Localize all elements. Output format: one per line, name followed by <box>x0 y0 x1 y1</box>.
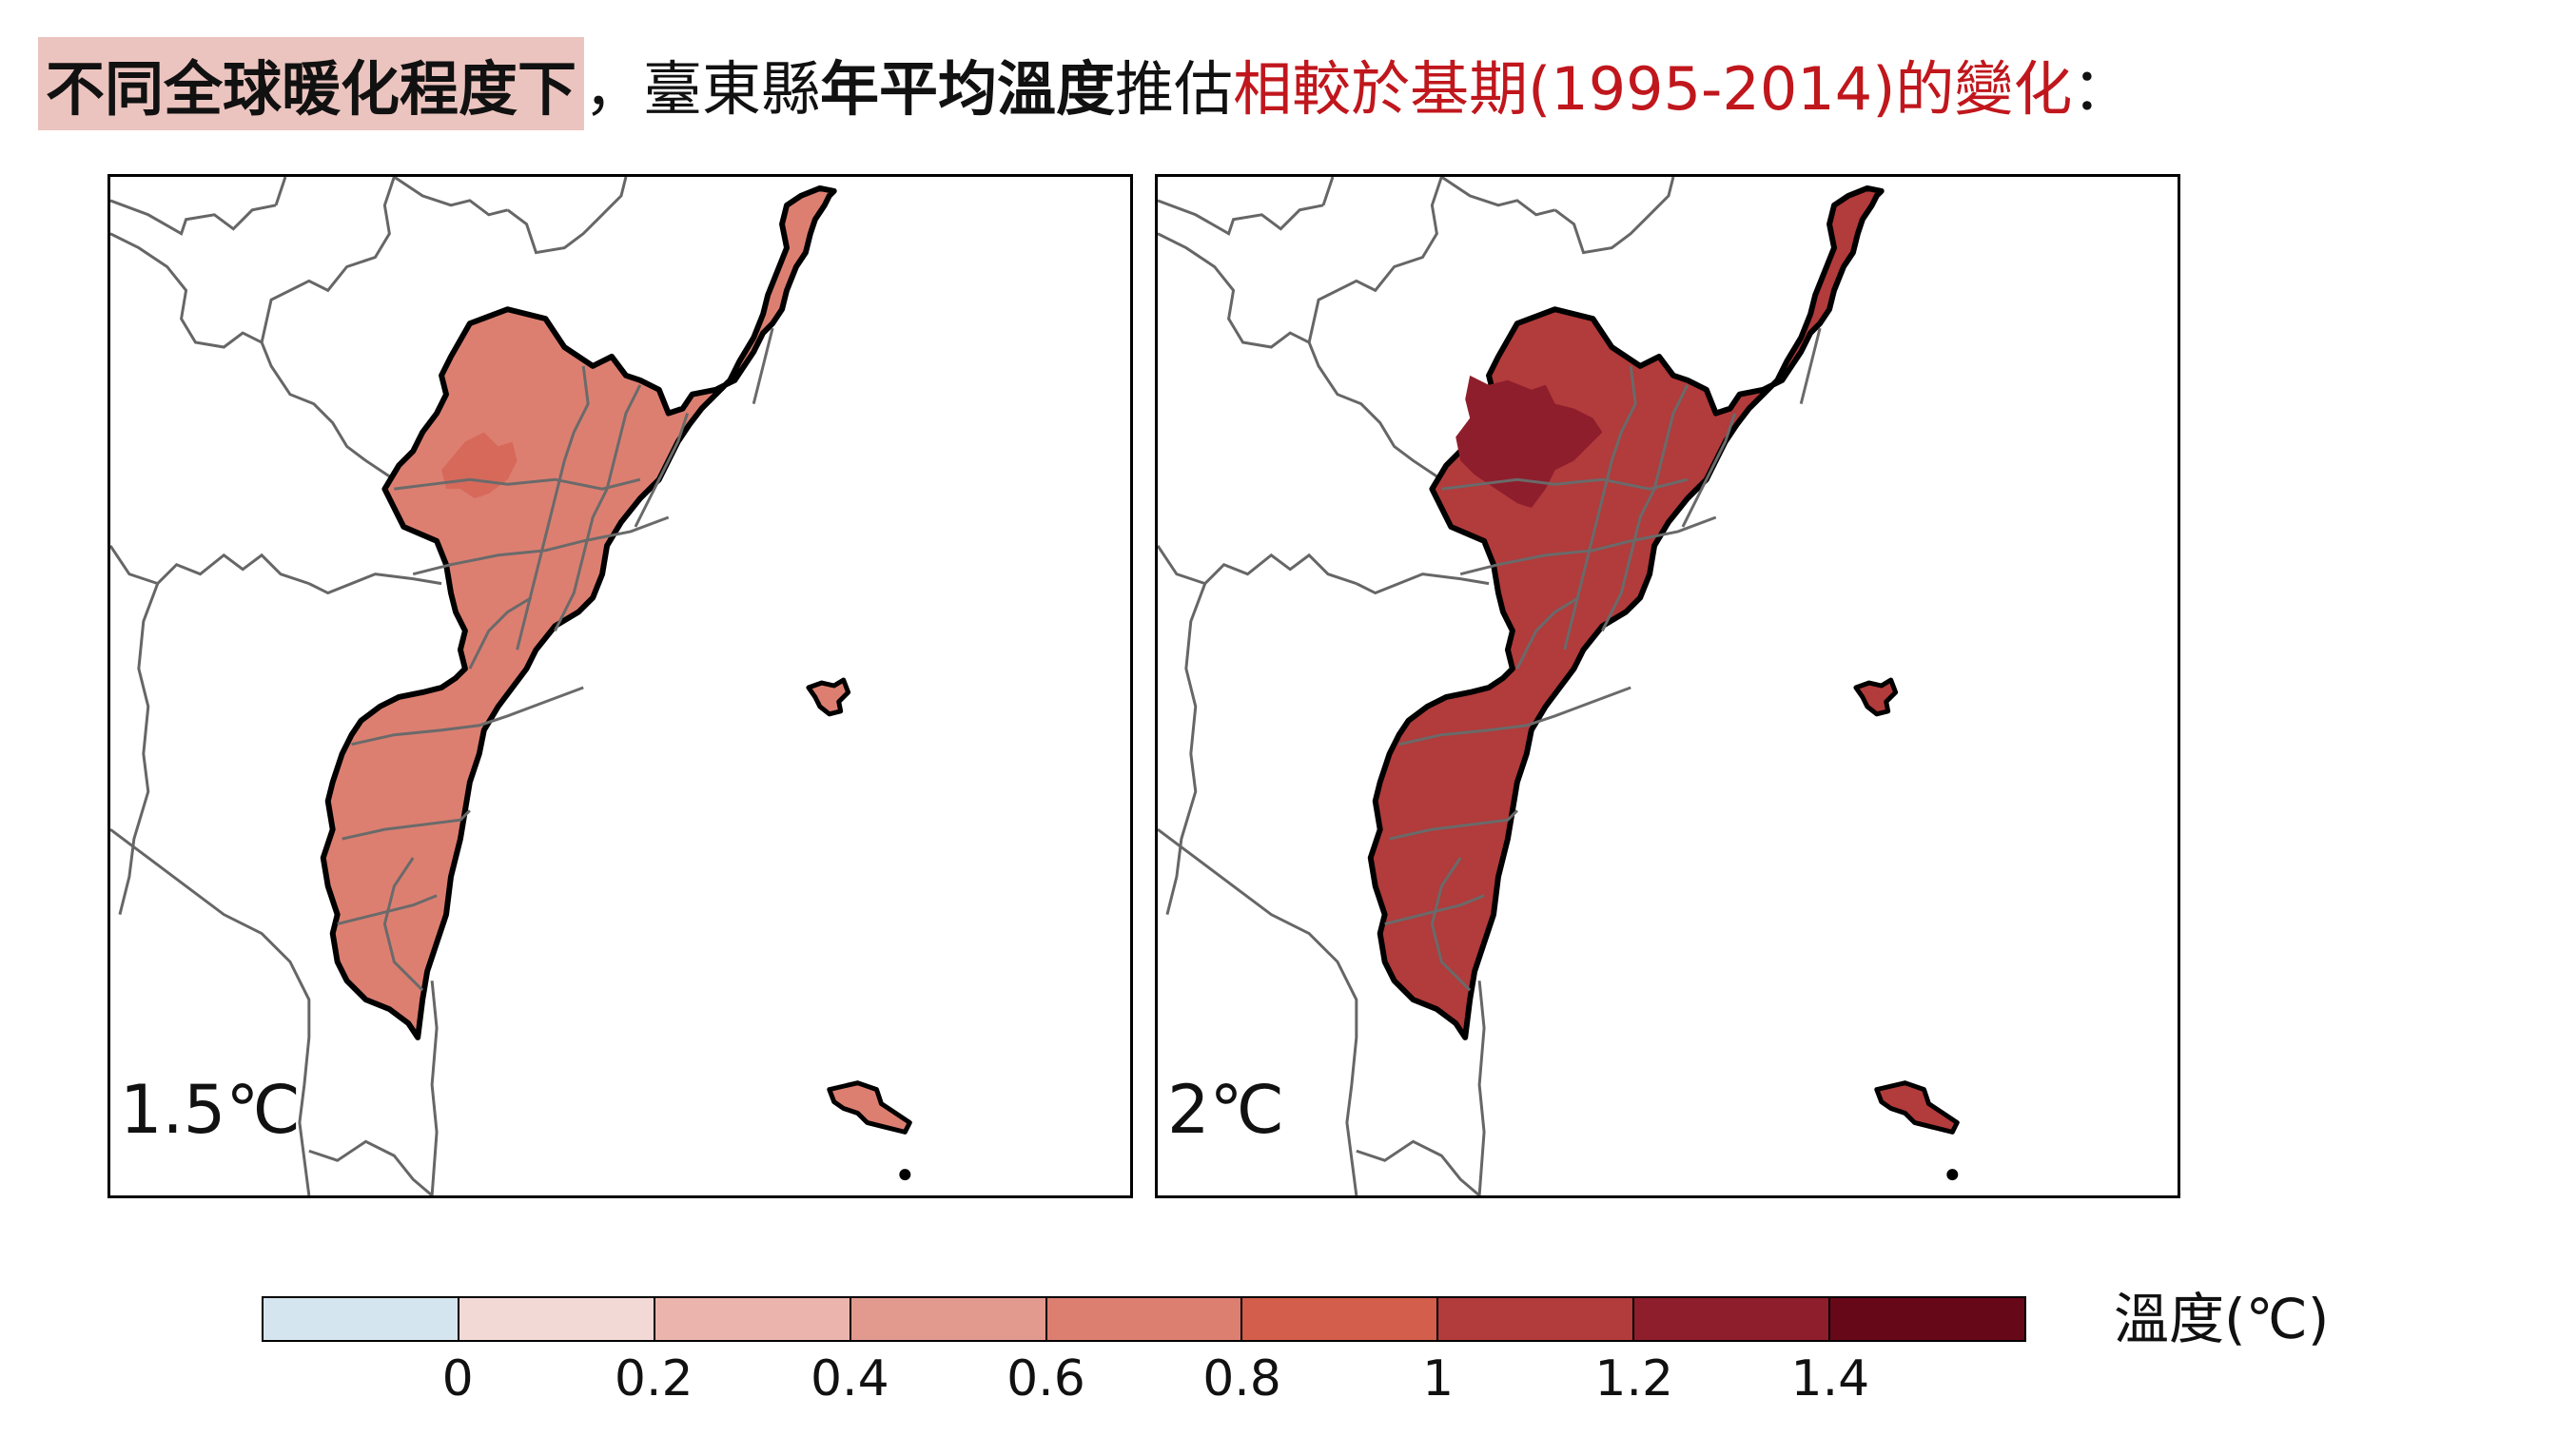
colorbar-tick-label: 1.2 <box>1594 1350 1674 1407</box>
colorbar-unit-label: 溫度(℃) <box>2114 1287 2330 1351</box>
orchid-island-2 <box>1874 1080 1960 1181</box>
colorbar-segment <box>1438 1298 1635 1340</box>
map-1-svg <box>110 177 912 1195</box>
colorbar-tick-label: 0.8 <box>1202 1350 1281 1407</box>
title-part1: ，臺東縣 <box>584 54 821 124</box>
panel-label-2: 2℃ <box>1167 1071 1285 1149</box>
orchid-island-1 <box>827 1080 912 1181</box>
colorbar-tick-label: 1 <box>1422 1350 1455 1407</box>
colorbar-tick-label: 0.4 <box>810 1350 889 1407</box>
taitung-county-shape-1 <box>320 184 837 1040</box>
colorbar <box>262 1296 2026 1342</box>
colorbar-segment <box>1634 1298 1831 1340</box>
colorbar-segment <box>1242 1298 1439 1340</box>
colorbar-tick-label: 0.2 <box>614 1350 693 1407</box>
map-2-svg <box>1158 177 1960 1195</box>
colorbar-segment <box>654 1298 851 1340</box>
colorbar-segment <box>850 1298 1047 1340</box>
colorbar-tick-label: 0 <box>441 1350 474 1407</box>
title-highlight: 不同全球暖化程度下 <box>38 37 585 130</box>
green-island-1 <box>806 677 851 717</box>
taitung-county-shape-2 <box>1367 184 1885 1040</box>
map-panel-2: 2℃ <box>1155 174 2180 1198</box>
title-red: 相較於基期(1995-2014)的變化 <box>1233 54 2073 124</box>
map-panel-1: 1.5℃ <box>107 174 1133 1198</box>
colorbar-segment <box>264 1298 459 1340</box>
colorbar-tick-label: 1.4 <box>1790 1350 1870 1407</box>
colorbar-segment <box>1830 1298 2025 1340</box>
green-island-2 <box>1853 677 1899 717</box>
colorbar-segment <box>459 1298 655 1340</box>
panel-label-1: 1.5℃ <box>120 1071 301 1149</box>
title-end: ： <box>2072 54 2132 124</box>
page-title: 不同全球暖化程度下 ，臺東縣 年平均溫度 推估 相較於基期(1995-2014)… <box>38 36 2131 131</box>
colorbar-segment <box>1046 1298 1243 1340</box>
colorbar-tick-label: 0.6 <box>1006 1350 1085 1407</box>
title-part2: 推估 <box>1115 54 1234 124</box>
hotspot-region-2 <box>1455 375 1603 509</box>
title-bold: 年平均溫度 <box>820 54 1116 124</box>
